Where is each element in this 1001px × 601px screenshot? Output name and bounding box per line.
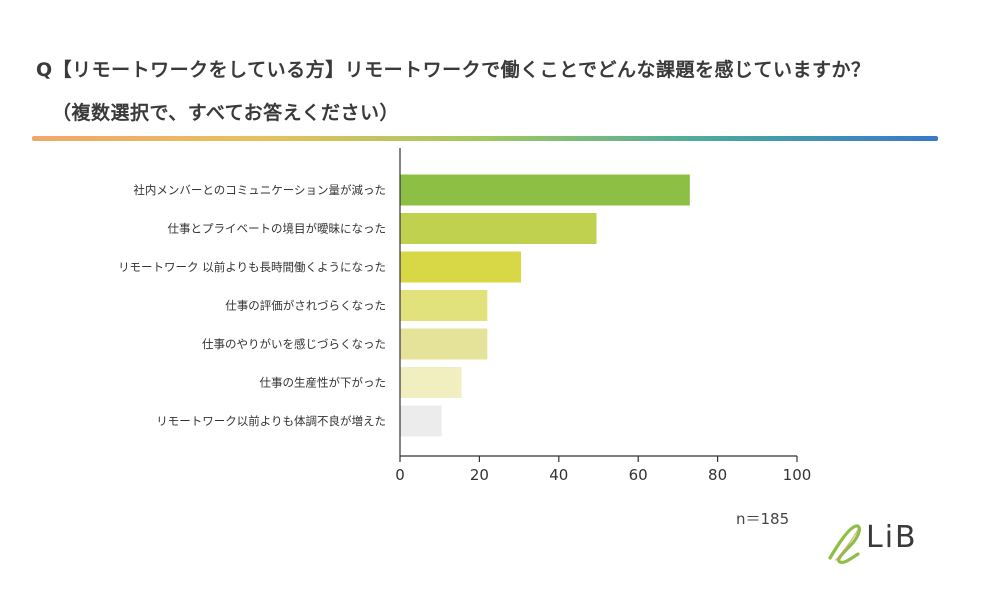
x-tick-label: 20 [470,466,489,484]
x-tick-label: 100 [783,466,812,484]
x-tick-label: 60 [629,466,648,484]
lib-logo-icon [828,524,861,564]
x-tick-label: 0 [395,466,405,484]
category-label: リモートワーク以前よりも体調不良が増えた [156,414,386,428]
category-label: 仕事の生産性が下がった [260,376,387,390]
chart-title: Q【リモートワークをしている方】リモートワークで働くことでどんな課題を感じていま… [36,59,871,81]
title-divider [32,136,938,141]
chart-subtitle: （複数選択で、すべてお答えください） [52,102,400,124]
logo-text: LiB [866,520,918,555]
x-tick-label: 80 [708,466,727,484]
category-label: リモートワーク 以前よりも長時間働くようになった [118,260,386,274]
bar [400,213,597,244]
x-tick-label: 40 [549,466,568,484]
category-label: 仕事の評価がされづらくなった [225,299,386,313]
bar [400,367,462,398]
bar [400,328,488,360]
bar [400,405,442,437]
category-label: 仕事とプライベートの境目が曖昧になった [168,222,387,236]
bar [400,290,488,321]
category-label: 仕事のやりがいを感じづらくなった [202,337,386,351]
category-label: 社内メンバーとのコミュニケーション量が減った [133,183,386,197]
bar [400,174,690,206]
bar [400,251,522,283]
sample-size-label: n＝185 [736,510,790,528]
